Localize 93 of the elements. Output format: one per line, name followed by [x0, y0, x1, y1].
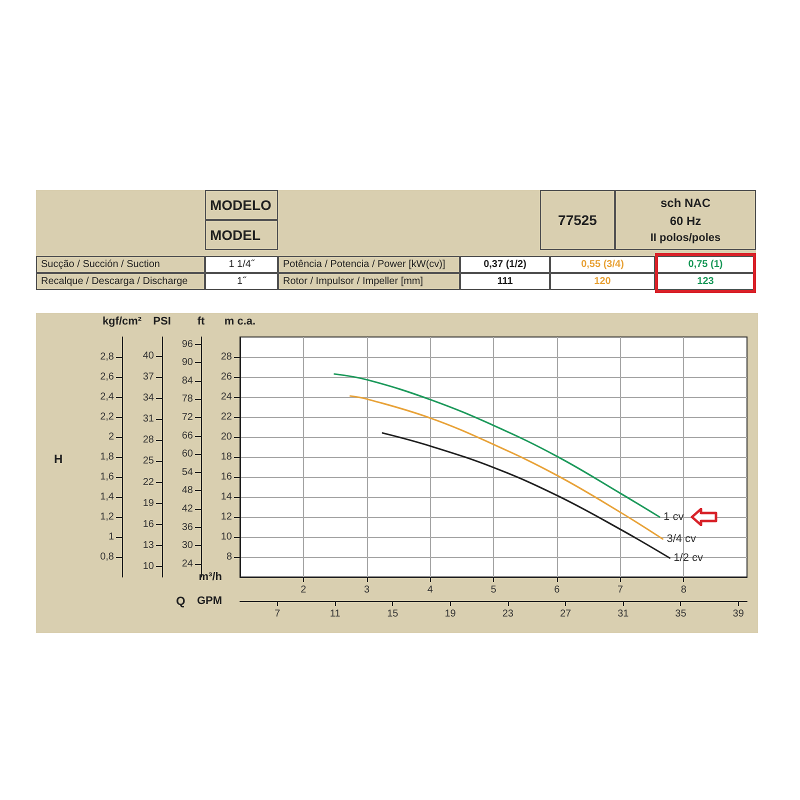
text: MODEL	[205, 220, 278, 250]
y2-tick-label: 42	[182, 503, 194, 514]
text: 1	[108, 532, 114, 542]
y2-tick-label: 72	[182, 412, 194, 424]
text: 0,55 (3/4)	[550, 256, 655, 273]
text: 0,75 (1)	[655, 256, 756, 273]
x2-tick-label: 39	[732, 608, 744, 620]
text: Rotor / Impulsor / Impeller [mm]	[278, 273, 460, 290]
text: 1,2	[100, 512, 114, 522]
y2-tick-label: 36	[182, 522, 194, 533]
y-tick-label: 24	[220, 392, 232, 402]
y2-tick-label: 48	[182, 485, 194, 496]
text: 1˝	[205, 273, 278, 290]
x2-tick-label: 31	[618, 608, 630, 620]
y3-tick-label: 25	[142, 456, 154, 467]
text: 60 Hz	[670, 214, 702, 228]
y-tick-label: 16	[220, 472, 232, 482]
y3-tick-label: 13	[142, 540, 154, 551]
text: 1,8	[100, 452, 114, 462]
text: 1,4	[100, 492, 114, 502]
text: 77525	[540, 190, 615, 250]
y2-tick-label: 60	[182, 448, 194, 460]
x2-axis-title: GPM	[196, 595, 222, 607]
series-label: 1 cv	[664, 511, 684, 523]
y2-tick-label: 54	[182, 466, 194, 478]
x2-tick-label: 27	[560, 608, 572, 620]
text: 1 1/4˝	[205, 256, 278, 273]
series-label: 3/4 cv	[666, 533, 697, 545]
y3-axis-title: PSI	[153, 316, 171, 328]
text: Recalque / Descarga / Discharge	[36, 273, 205, 290]
text: Sucção / Succión / Suction	[36, 256, 205, 273]
y3-tick-label: 19	[142, 498, 154, 509]
y2-axis-title: ft	[197, 316, 205, 328]
x-tick-label: 5	[490, 584, 497, 596]
y-tick-label: 22	[220, 412, 232, 422]
line-series	[349, 395, 664, 540]
y-tick-label: 10	[220, 532, 232, 542]
text: 120	[550, 273, 655, 290]
text: 2,2	[100, 412, 114, 422]
x-tick-label: 4	[427, 584, 434, 596]
y3-tick-label: 37	[142, 372, 154, 382]
y2-tick-label: 66	[182, 430, 194, 442]
x-tick-label: 7	[617, 584, 624, 596]
y3-tick-label: 28	[142, 434, 154, 446]
text: 2,6	[100, 372, 114, 382]
y3-tick-label: 10	[142, 560, 154, 572]
y3-tick-label: 16	[142, 518, 154, 530]
y3-tick-label: 22	[142, 476, 154, 488]
text: Q	[176, 594, 186, 608]
y3-tick-label: 40	[142, 350, 154, 362]
text: sch NAC	[660, 196, 710, 210]
y3-tick-label: 34	[142, 392, 154, 404]
text: kgf/cm²	[102, 316, 142, 328]
series-label: 1/2 cv	[674, 552, 704, 564]
text: 123	[655, 273, 756, 290]
x2-tick-label: 15	[387, 608, 399, 620]
text: 2,8	[100, 352, 114, 362]
y-tick-label: 18	[220, 452, 232, 462]
text: 111	[460, 273, 550, 290]
y2-tick-label: 30	[182, 540, 194, 552]
text: 2	[108, 432, 114, 442]
y-tick-label: 12	[220, 512, 232, 522]
y2-tick-label: 78	[182, 394, 194, 405]
text: 0,8	[100, 552, 114, 562]
y2-tick-label: 90	[182, 357, 194, 368]
x-axis-title: m³/h	[198, 571, 222, 583]
x-tick-label: 3	[364, 584, 370, 596]
text: Potência / Potencia / Power [kW(cv)]	[278, 256, 460, 273]
y3-tick-label: 31	[142, 414, 154, 425]
y2-tick-label: 84	[182, 375, 194, 386]
x2-tick-label: 23	[502, 608, 514, 620]
x2-tick-label: 7	[274, 608, 281, 620]
x-tick-label: 2	[300, 584, 307, 596]
y-tick-label: 26	[220, 372, 232, 382]
text: H	[54, 452, 63, 466]
y-tick-label: 14	[220, 492, 232, 502]
y-tick-label: 20	[220, 432, 232, 442]
line-series	[334, 373, 660, 518]
x-tick-label: 8	[680, 584, 687, 596]
text: MODELO	[205, 190, 278, 220]
x2-tick-label: 19	[444, 608, 456, 620]
y-axis-title: m c.a.	[224, 316, 256, 328]
text: 2,4	[100, 392, 114, 402]
text: 1,6	[100, 472, 114, 482]
y2-tick-label: 24	[182, 558, 194, 570]
x-tick-label: 6	[554, 584, 560, 596]
x2-tick-label: 11	[330, 608, 341, 620]
x2-tick-label: 35	[675, 608, 687, 620]
text: 0,37 (1/2)	[460, 256, 550, 273]
y-tick-label: 8	[226, 552, 232, 562]
y2-tick-label: 96	[182, 338, 194, 350]
y-tick-label: 28	[220, 352, 232, 362]
text: II polos/poles	[650, 232, 721, 244]
